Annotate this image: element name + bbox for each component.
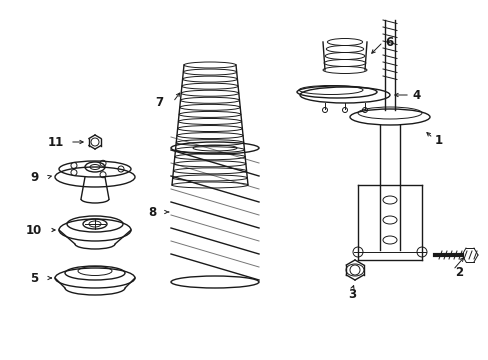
- Text: 5: 5: [30, 271, 38, 284]
- Text: 2: 2: [454, 266, 462, 279]
- Text: 10: 10: [26, 224, 42, 237]
- Text: 6: 6: [384, 36, 392, 49]
- Text: 11: 11: [48, 135, 64, 149]
- Text: 3: 3: [347, 288, 355, 301]
- Text: 1: 1: [434, 134, 442, 147]
- Text: 4: 4: [411, 89, 419, 102]
- Text: 7: 7: [155, 95, 163, 108]
- Text: 9: 9: [30, 171, 38, 184]
- Text: 8: 8: [148, 206, 156, 219]
